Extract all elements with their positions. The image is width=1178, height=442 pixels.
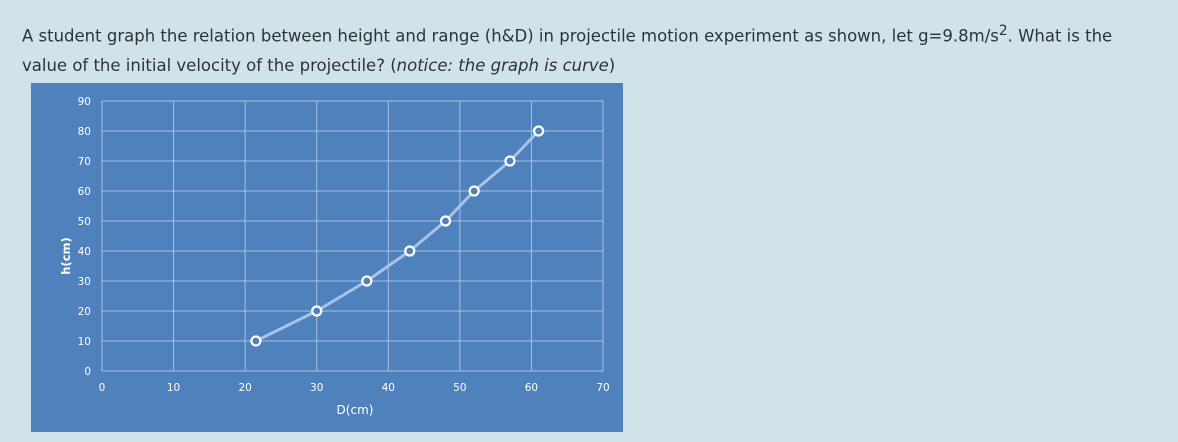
data-point — [361, 275, 373, 287]
y-tick-label: 60 — [78, 186, 91, 198]
question-body: A student graph the relation between hei… — [22, 26, 999, 46]
x-tick-label: 20 — [238, 382, 251, 394]
data-point — [468, 185, 480, 197]
data-point — [250, 335, 262, 347]
y-tick-label: 20 — [78, 306, 91, 318]
x-tick-label: 30 — [310, 382, 323, 394]
question-superscript: 2 — [998, 23, 1008, 39]
y-tick-label: 30 — [78, 276, 91, 288]
y-tick-label: 80 — [78, 126, 91, 138]
data-point — [504, 155, 516, 167]
x-tick-label: 10 — [167, 382, 180, 394]
y-tick-label: 0 — [84, 366, 91, 378]
tick-layer: 0 10 20 30 40 50 60 70 80 90 0 10 20 30 40 50 60 70 — [78, 96, 610, 394]
x-axis-title: D(cm) — [337, 403, 374, 417]
data-point — [439, 215, 452, 227]
question-text: A student graph the relation between hei… — [22, 17, 1152, 80]
chart-svg: 0 10 20 30 40 50 60 70 80 90 0 10 20 30 40 50 60 70 D(cm)… — [59, 96, 610, 417]
x-tick-label: 40 — [382, 382, 395, 394]
series-line — [255, 129, 540, 343]
x-tick-label: 50 — [453, 382, 466, 394]
question-closing: ) — [608, 55, 616, 75]
y-tick-label: 40 — [78, 246, 91, 258]
question-notice: notice: the graph is curve — [396, 55, 609, 75]
x-tick-label: 70 — [596, 382, 609, 394]
y-tick-label: 70 — [78, 156, 91, 168]
x-tick-label: 60 — [525, 382, 538, 394]
grid-layer — [101, 100, 604, 372]
data-point — [532, 125, 545, 137]
y-axis-title: h(cm) — [59, 237, 73, 275]
chart-panel: 0 10 20 30 40 50 60 70 80 90 0 10 20 30 40 50 60 70 D(cm)… — [31, 83, 623, 432]
question-body-continued: . What is the value of the initial veloc… — [22, 26, 1113, 75]
series-layer — [250, 125, 545, 347]
data-point — [311, 305, 323, 317]
y-tick-label: 10 — [78, 336, 91, 348]
y-tick-label: 90 — [78, 96, 91, 108]
data-point — [404, 245, 416, 257]
x-tick-label: 0 — [99, 382, 106, 394]
y-tick-label: 50 — [78, 216, 91, 228]
